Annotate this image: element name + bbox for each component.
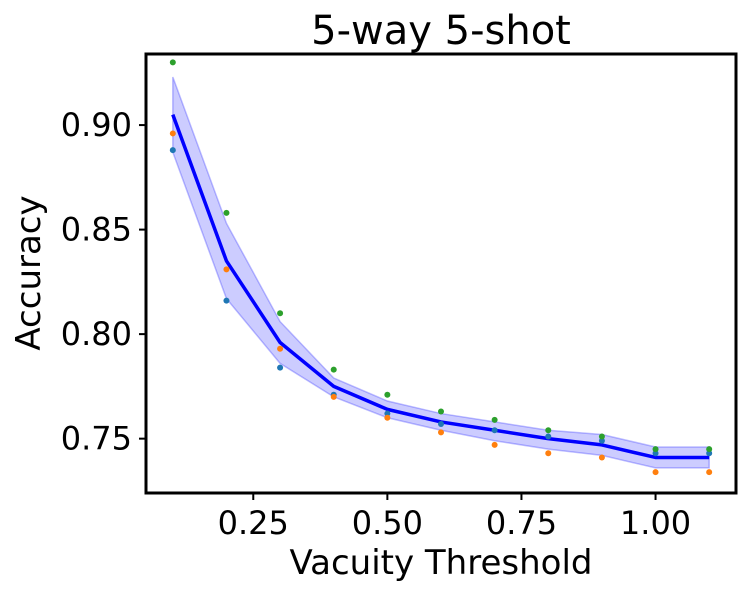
plot-frame <box>144 52 738 495</box>
y-tick-label: 0.80 <box>61 315 132 353</box>
data-point <box>598 437 605 444</box>
x-axis: 0.25 0.50 0.75 1.00 <box>218 493 691 542</box>
series-1 <box>169 147 713 457</box>
confidence-band <box>172 76 710 469</box>
x-tick-label: 0.75 <box>486 504 557 542</box>
data-point <box>706 446 713 453</box>
data-point <box>384 414 391 421</box>
y-tick-label: 0.75 <box>61 420 132 458</box>
data-point <box>330 393 337 400</box>
series-2 <box>169 130 713 476</box>
data-point <box>491 416 498 423</box>
data-point <box>223 266 230 273</box>
data-point <box>169 130 176 137</box>
data-point <box>384 391 391 398</box>
data-point <box>223 297 230 304</box>
chart-title: 5-way 5-shot <box>311 8 571 54</box>
data-point <box>169 59 176 66</box>
data-point <box>598 433 605 440</box>
data-point <box>223 209 230 216</box>
series-3 <box>169 59 713 453</box>
data-point <box>438 421 444 428</box>
y-tick-label: 0.85 <box>61 211 132 249</box>
data-point <box>277 345 284 352</box>
data-point <box>438 408 444 415</box>
data-point <box>277 310 284 317</box>
data-point <box>169 147 176 154</box>
data-point <box>706 469 713 476</box>
plot-area <box>169 59 713 476</box>
x-axis-label: Vacuity Threshold <box>290 543 593 583</box>
x-tick-label: 0.25 <box>218 504 289 542</box>
data-point <box>545 450 552 457</box>
y-tick-label: 0.90 <box>61 106 132 144</box>
y-axis-label: Accuracy <box>9 195 49 350</box>
data-point <box>652 469 659 476</box>
data-point <box>491 441 498 448</box>
data-point <box>598 454 605 461</box>
data-point <box>491 427 498 434</box>
data-point <box>652 450 659 457</box>
data-point <box>706 450 713 457</box>
data-point <box>545 433 552 440</box>
data-point <box>545 427 552 434</box>
data-point <box>438 429 444 436</box>
x-tick-label: 0.50 <box>352 504 423 542</box>
data-point <box>330 366 337 373</box>
data-point <box>652 446 659 453</box>
data-point <box>277 364 284 371</box>
y-axis: 0.75 0.80 0.85 0.90 <box>61 106 146 458</box>
x-tick-label: 1.00 <box>620 504 691 542</box>
data-point <box>384 410 391 417</box>
